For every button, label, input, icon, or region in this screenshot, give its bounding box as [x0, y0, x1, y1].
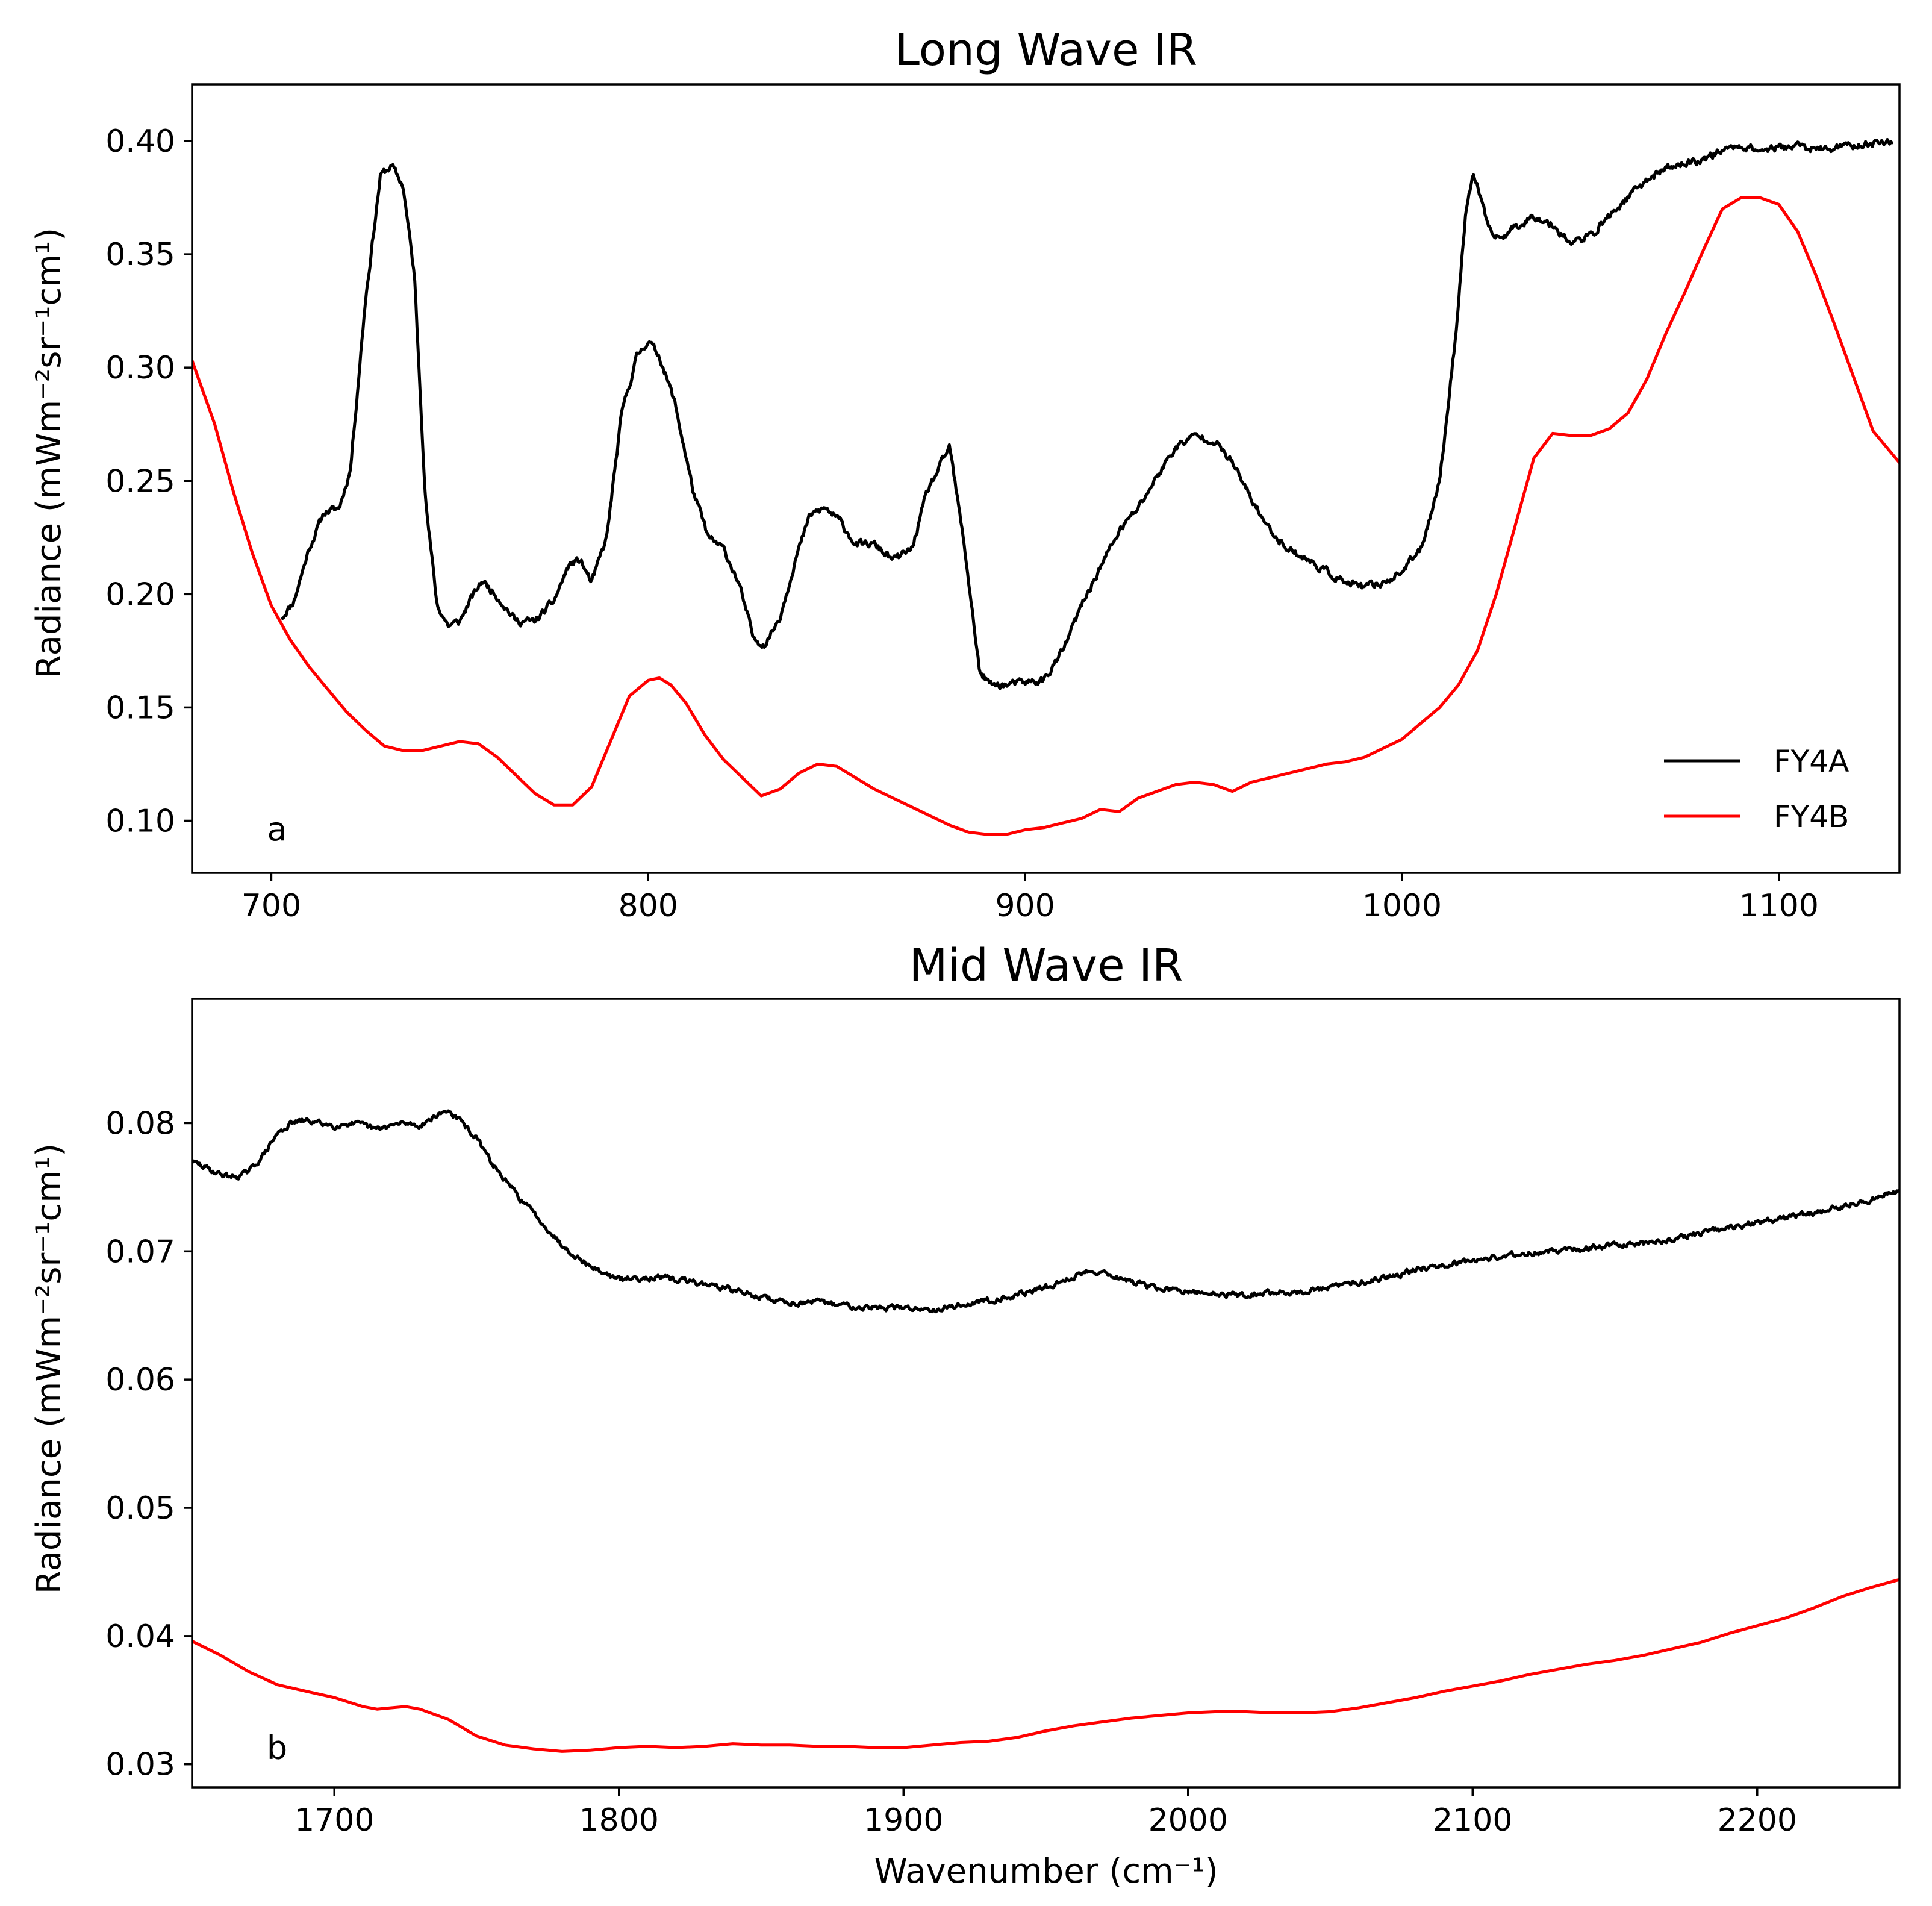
x-tick-label: 1100 [1739, 888, 1819, 924]
legend-label-fy4b: FY4B [1774, 799, 1849, 834]
xlabel-mid-wave: Wavenumber (cm⁻¹) [874, 1852, 1218, 1891]
y-tick-label: 0.06 [105, 1362, 175, 1398]
x-tick-label: 700 [241, 888, 301, 924]
legend-label-fy4a: FY4A [1774, 744, 1849, 779]
axes-frame-mid-wave [191, 998, 1901, 1789]
axes-ticks-mid-wave: 1700 1800 1900 2000 2100 2200 0.03 0.04 0.05 0.06… [105, 1105, 1797, 1839]
series-line-fy4a [281, 137, 1893, 690]
panel-long-wave: Long Wave IR Radiance (mWm⁻²sr⁻¹cm¹) 700… [30, 24, 1901, 924]
panel-mid-wave: Mid Wave IR Radiance (mWm⁻²sr⁻¹cm¹) 1700… [30, 940, 1901, 1891]
y-tick-label: 0.15 [105, 690, 175, 726]
axes-ticks-long-wave: 700 800 900 1000 1100 0.10 0.15 0.20 0.25 0.30 0.3… [105, 123, 1819, 924]
axes-frame-long-wave [191, 83, 1901, 874]
y-tick-label: 0.30 [105, 350, 175, 386]
y-tick-label: 0.10 [105, 803, 175, 839]
title-mid-wave: Mid Wave IR [909, 940, 1183, 992]
series-line-fy4b [192, 196, 1899, 836]
x-tick-label: 1700 [294, 1802, 374, 1839]
title-long-wave: Long Wave IR [895, 24, 1197, 76]
y-tick-label: 0.04 [105, 1619, 175, 1655]
x-tick-label: 2000 [1148, 1802, 1228, 1839]
y-tick-label: 0.07 [105, 1234, 175, 1270]
y-tick-label: 0.20 [105, 576, 175, 613]
series-line-fy4b [192, 1578, 1899, 1753]
y-tick-label: 0.25 [105, 463, 175, 499]
x-tick-label: 1900 [864, 1802, 943, 1839]
x-tick-label: 1000 [1362, 888, 1442, 924]
panel-label-a: a [267, 810, 287, 848]
x-tick-label: 900 [995, 888, 1055, 924]
x-tick-label: 1800 [579, 1802, 659, 1839]
y-tick-label: 0.40 [105, 123, 175, 160]
x-tick-label: 800 [619, 888, 678, 924]
y-tick-label: 0.08 [105, 1105, 175, 1142]
x-tick-label: 2200 [1718, 1802, 1797, 1839]
panel-label-b: b [267, 1729, 287, 1767]
series-line-fy4a [192, 1109, 1899, 1314]
x-tick-label: 2100 [1433, 1802, 1512, 1839]
legend: FY4A FY4B [1664, 744, 1849, 834]
y-tick-label: 0.03 [105, 1747, 175, 1783]
y-tick-label: 0.35 [105, 237, 175, 273]
ylabel-mid-wave: Radiance (mWm⁻²sr⁻¹cm¹) [30, 1143, 69, 1594]
y-tick-label: 0.05 [105, 1490, 175, 1526]
plot-area-mid-wave [192, 1109, 1899, 1753]
ylabel-long-wave: Radiance (mWm⁻²sr⁻¹cm¹) [30, 228, 69, 678]
plot-area-long-wave [192, 137, 1899, 836]
